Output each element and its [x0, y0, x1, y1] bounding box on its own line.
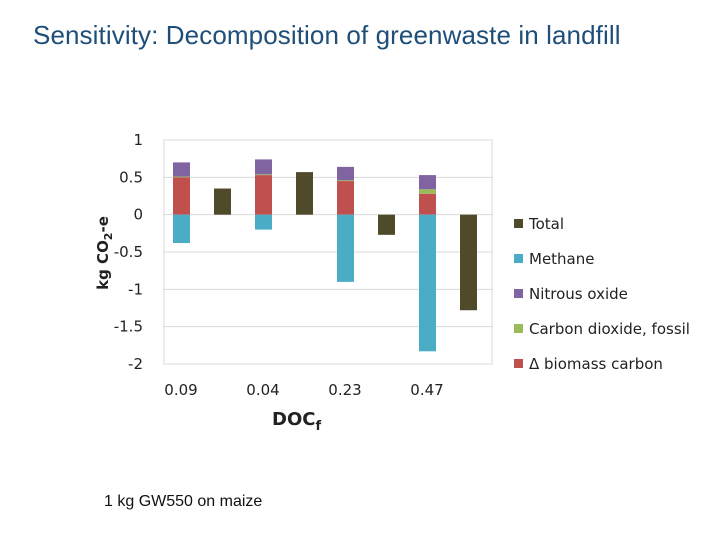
- x-tick-label: 0.47: [410, 381, 443, 399]
- bar-total: [214, 188, 231, 215]
- y-tick-label: -0.5: [114, 243, 143, 261]
- bar-carbon-dioxide-fossil: [173, 176, 190, 178]
- caption: 1 kg GW550 on maize: [104, 493, 263, 510]
- bar-biomass-carbon: [173, 177, 190, 215]
- y-tick-label: -1: [128, 280, 143, 298]
- bar-biomass-carbon: [255, 175, 272, 215]
- bar-methane: [255, 214, 272, 230]
- legend-label: Δ biomass carbon: [529, 355, 663, 373]
- y-tick-label: -1.5: [114, 318, 143, 336]
- bar-total: [296, 172, 313, 215]
- legend-swatch: [514, 324, 523, 333]
- bar-methane: [173, 214, 190, 244]
- legend-label: Nitrous oxide: [529, 285, 628, 303]
- bar-biomass-carbon: [419, 193, 436, 215]
- bar-nitrous-oxide: [419, 175, 436, 190]
- bar-biomass-carbon: [337, 181, 354, 215]
- y-tick-label: 0.5: [119, 168, 143, 186]
- bar-nitrous-oxide: [255, 159, 272, 175]
- x-tick-label: 0.04: [246, 381, 279, 399]
- bar-methane: [337, 214, 354, 282]
- legend-swatch: [514, 289, 523, 298]
- bar-carbon-dioxide-fossil: [337, 180, 354, 182]
- y-tick-label: -2: [128, 355, 143, 373]
- slide-title: Sensitivity: Decomposition of greenwaste…: [33, 20, 621, 50]
- x-tick-label: 0.23: [328, 381, 361, 399]
- y-tick-label: 0: [133, 206, 143, 224]
- bar-carbon-dioxide-fossil: [255, 174, 272, 176]
- bar-total: [460, 214, 477, 311]
- legend-label: Methane: [529, 250, 595, 268]
- legend-swatch: [514, 219, 523, 228]
- y-axis-title: kg CO2-e: [94, 216, 115, 290]
- y-tick-label: 1: [133, 131, 143, 149]
- bar-nitrous-oxide: [337, 166, 354, 181]
- legend-swatch: [514, 359, 523, 368]
- bar-nitrous-oxide: [173, 162, 190, 177]
- x-axis-title: DOCf: [272, 409, 321, 434]
- legend-swatch: [514, 254, 523, 263]
- bar-total: [378, 214, 395, 235]
- bar-methane: [419, 214, 436, 352]
- legend-label: Total: [528, 215, 564, 233]
- bar-carbon-dioxide-fossil: [419, 189, 436, 194]
- x-tick-label: 0.09: [164, 381, 197, 399]
- legend-label: Carbon dioxide, fossil: [529, 320, 690, 338]
